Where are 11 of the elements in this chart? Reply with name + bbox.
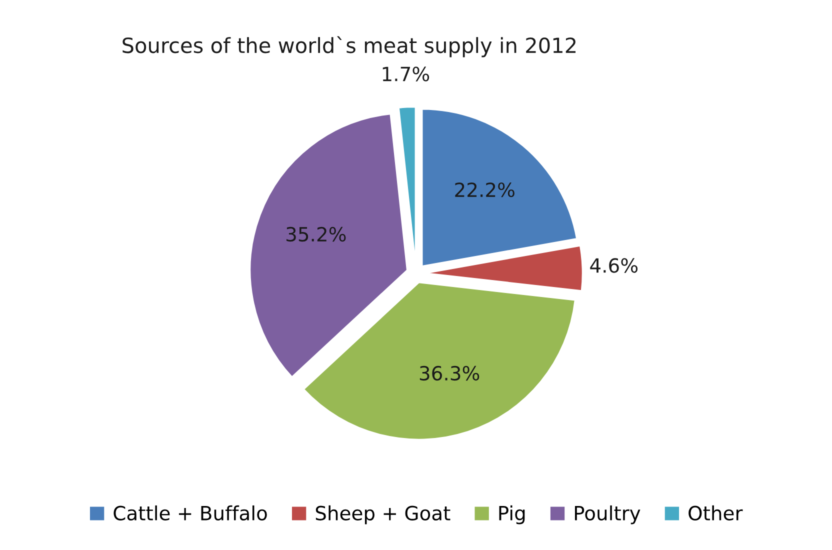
data-label: 4.6% [590,258,638,273]
data-label: 35.2% [286,226,346,242]
data-label: 1.7% [382,66,430,82]
legend-label: Other [688,505,743,520]
legend-label: Pig [499,505,525,524]
legend-label: Sheep + Goat [316,505,450,524]
data-label: 36.3% [420,366,480,381]
data-label: 22.2% [455,182,514,198]
chart-title: Sources of the world`s meat supply in 2012 [122,36,576,58]
legend-label: Poultry [574,505,640,524]
legend-label: Cattle + Buffalo [114,505,267,520]
